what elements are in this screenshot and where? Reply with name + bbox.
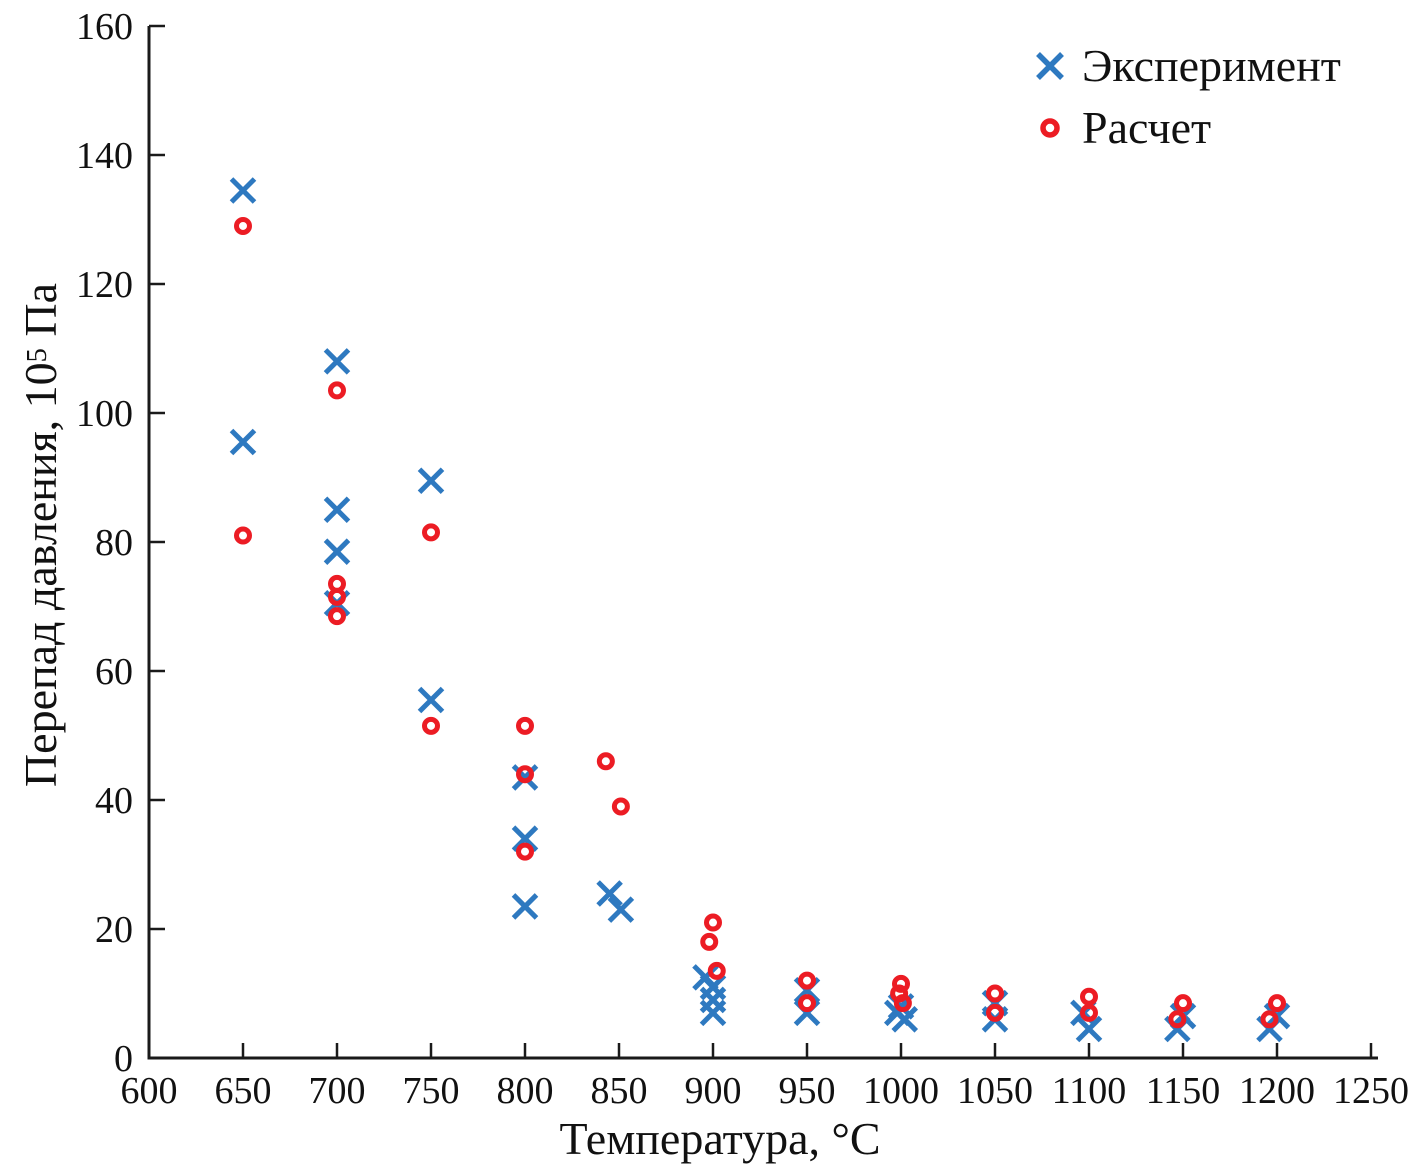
data-point-calculation bbox=[704, 913, 722, 932]
legend-label-calculation: Расчет bbox=[1082, 102, 1212, 153]
data-point-calculation bbox=[707, 961, 726, 980]
data-point-calculation bbox=[328, 607, 346, 626]
y-tick-label: 160 bbox=[76, 6, 133, 48]
legend: Эксперимент Расчет bbox=[1032, 40, 1341, 154]
x-tick-label: 750 bbox=[403, 1070, 460, 1112]
x-tick-label: 1150 bbox=[1146, 1070, 1221, 1112]
x-tick-label: 650 bbox=[215, 1070, 272, 1112]
x-tick-label: 950 bbox=[779, 1070, 836, 1112]
data-point-calculation bbox=[1268, 994, 1286, 1013]
x-tick-label: 800 bbox=[497, 1070, 554, 1112]
data-point-experiment bbox=[323, 496, 351, 524]
y-axis-label-superscript: 5 bbox=[22, 348, 54, 363]
data-point-experiment bbox=[511, 893, 539, 920]
data-point-calculation bbox=[1174, 994, 1192, 1013]
data-point-calculation bbox=[422, 523, 440, 542]
data-point-calculation bbox=[700, 932, 719, 951]
data-point-experiment bbox=[699, 999, 727, 1027]
x-tick-label: 850 bbox=[591, 1070, 648, 1112]
data-point-calculation bbox=[611, 797, 630, 816]
x-tick-label: 1100 bbox=[1052, 1070, 1127, 1112]
data-point-calculation bbox=[422, 716, 440, 735]
y-tick-label: 20 bbox=[95, 909, 133, 951]
data-point-experiment bbox=[417, 467, 445, 494]
legend-row-experiment: Эксперимент bbox=[1032, 40, 1341, 92]
data-point-calculation bbox=[234, 526, 252, 545]
data-point-experiment bbox=[323, 348, 351, 375]
data-point-experiment bbox=[607, 896, 635, 923]
data-point-experiment bbox=[229, 428, 257, 456]
data-point-calculation bbox=[516, 842, 534, 861]
data-point-experiment bbox=[1075, 1015, 1103, 1043]
x-tick-label: 1200 bbox=[1239, 1070, 1315, 1112]
y-tick-label: 80 bbox=[95, 522, 133, 564]
data-point-experiment bbox=[417, 686, 445, 714]
data-point-calculation bbox=[986, 984, 1004, 1003]
x-tick-label: 700 bbox=[309, 1070, 366, 1112]
data-point-calculation bbox=[516, 765, 534, 784]
data-point-calculation bbox=[1260, 1010, 1279, 1029]
y-tick-label: 0 bbox=[114, 1038, 133, 1080]
data-point-calculation bbox=[1080, 987, 1098, 1006]
data-point-calculation bbox=[893, 994, 912, 1013]
x-tick-label: 1250 bbox=[1333, 1070, 1409, 1112]
y-tick-label: 60 bbox=[95, 651, 133, 693]
data-point-experiment bbox=[229, 177, 257, 204]
x-tick-label: 1000 bbox=[863, 1070, 939, 1112]
y-tick-label: 40 bbox=[95, 780, 133, 822]
x-axis-label-text: Температура, °C bbox=[559, 1113, 881, 1164]
y-axis-label-suffix: Па bbox=[15, 282, 66, 349]
y-tick-label: 120 bbox=[76, 264, 133, 306]
data-point-experiment bbox=[596, 880, 623, 907]
axis-lines bbox=[147, 26, 1378, 1060]
x-axis-label: Температура, °C bbox=[420, 1112, 1020, 1165]
data-point-experiment bbox=[323, 538, 351, 565]
data-point-calculation bbox=[234, 216, 252, 235]
legend-row-calculation: Расчет bbox=[1032, 102, 1341, 154]
data-point-experiment bbox=[511, 825, 539, 852]
data-point-calculation bbox=[328, 587, 346, 606]
y-tick-label: 140 bbox=[76, 135, 133, 177]
data-point-calculation bbox=[1168, 1010, 1187, 1029]
y-tick-label: 100 bbox=[76, 393, 133, 435]
data-point-calculation bbox=[328, 381, 346, 400]
legend-label-experiment: Эксперимент bbox=[1082, 40, 1341, 91]
data-point-calculation bbox=[516, 716, 534, 735]
x-tick-label: 600 bbox=[121, 1070, 178, 1112]
data-point-calculation bbox=[596, 752, 615, 771]
x-tick-label: 1050 bbox=[957, 1070, 1033, 1112]
y-axis-label-prefix: Перепад давления, 10 bbox=[15, 362, 66, 788]
o-marker-icon bbox=[1040, 118, 1060, 138]
data-point-experiment bbox=[891, 1006, 919, 1033]
data-point-calculation bbox=[986, 1003, 1004, 1022]
x-marker-icon bbox=[1036, 52, 1064, 80]
data-point-calculation bbox=[892, 974, 910, 993]
data-point-calculation bbox=[1080, 1003, 1098, 1022]
x-tick-label: 900 bbox=[685, 1070, 742, 1112]
data-point-calculation bbox=[798, 971, 816, 990]
y-axis-label: Перепад давления, 105 Па bbox=[12, 35, 70, 1035]
data-point-calculation bbox=[798, 994, 816, 1013]
